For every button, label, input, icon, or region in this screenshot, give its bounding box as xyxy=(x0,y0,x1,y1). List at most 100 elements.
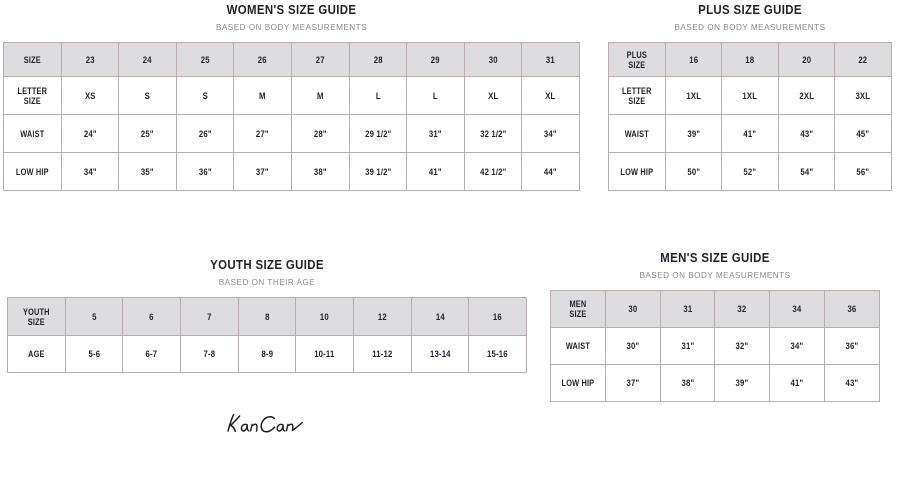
measurement-cell: 31" xyxy=(406,114,465,153)
size-header-cell: 12 xyxy=(352,297,412,336)
cell-text: 3XL xyxy=(855,90,871,101)
measurement-cell: 13-14 xyxy=(410,335,470,373)
measurement-cell: 36" xyxy=(175,152,235,191)
measurement-cell: 7-8 xyxy=(179,335,239,373)
cell-text: 38" xyxy=(681,378,694,388)
measurement-cell: 3XL xyxy=(834,76,892,115)
womens-size-guide: WOMEN'S SIZE GUIDE BASED ON BODY MEASURE… xyxy=(0,0,583,191)
measurement-cell: 1XL xyxy=(721,76,779,115)
size-header-cell: 24 xyxy=(118,42,177,77)
size-header-cell: 30 xyxy=(463,42,523,77)
measurement-cell: 34" xyxy=(521,114,580,153)
measurement-cell: 38" xyxy=(290,152,350,191)
measurement-cell: 29 1/2" xyxy=(348,114,408,153)
row-label-cell: PLUS SIZE xyxy=(608,42,666,77)
cell-text: 30 xyxy=(628,304,638,314)
measurement-cell: 41" xyxy=(769,364,826,402)
row-label-text: AGE xyxy=(28,349,45,359)
row-label-text: PLUS SIZE xyxy=(626,49,647,70)
cell-text: 50" xyxy=(686,166,700,177)
measurement-cell: 15-16 xyxy=(468,335,527,373)
table-header-row: SIZE 23 24 25 26 27 28 29 30 31 xyxy=(3,42,580,77)
cell-text: XS xyxy=(84,90,96,101)
row-label-cell: AGE xyxy=(7,335,66,373)
row-label-cell: YOUTH SIZE xyxy=(7,297,66,336)
measurement-cell: 41" xyxy=(721,114,779,153)
cell-text: 16 xyxy=(688,54,698,65)
womens-guide-subtitle: BASED ON BODY MEASUREMENTS xyxy=(215,22,368,32)
womens-guide-title: WOMEN'S SIZE GUIDE xyxy=(226,2,357,17)
row-label-text: LOW HIP xyxy=(15,166,49,177)
cell-text: 31 xyxy=(546,54,556,65)
cell-text: 28" xyxy=(313,128,327,139)
size-header-cell: 29 xyxy=(406,42,465,77)
mens-table-wrap: MEN SIZE 30 31 32 34 36 WAIST 30" 31" 32" 34" 36" LO… xyxy=(548,290,882,402)
row-label-cell: WAIST xyxy=(608,114,666,153)
measurement-cell: XL xyxy=(463,76,523,115)
cell-text: 5-6 xyxy=(88,349,100,359)
measurement-cell: 56" xyxy=(834,152,892,191)
cell-text: 23 xyxy=(85,54,95,65)
youth-guide-subtitle: BASED ON THEIR AGE xyxy=(218,277,316,287)
table-row: WAIST 39" 41" 43" 45" xyxy=(608,114,892,153)
cell-text: 39" xyxy=(686,128,700,139)
cell-text: L xyxy=(432,90,438,101)
table-row: LOW HIP 34" 35" 36" 37" 38" 39 1/2" 41" 42 1/2" 4… xyxy=(3,152,580,191)
size-header-cell: 26 xyxy=(233,42,292,77)
cell-text: 29 xyxy=(430,54,440,65)
measurement-cell: 39" xyxy=(714,364,771,402)
measurement-cell: 2XL xyxy=(777,76,836,115)
measurement-cell: 30" xyxy=(604,327,661,365)
cell-text: M xyxy=(259,90,266,101)
cell-text: 7-8 xyxy=(203,349,216,359)
measurement-cell: M xyxy=(233,76,292,115)
youth-guide-title: YOUTH SIZE GUIDE xyxy=(210,257,324,272)
cell-text: 32 xyxy=(737,304,747,314)
mens-guide-subtitle: BASED ON BODY MEASUREMENTS xyxy=(639,270,791,280)
cell-text: 16 xyxy=(493,311,503,322)
cell-text: 11-12 xyxy=(372,349,393,359)
cell-text: 10-11 xyxy=(314,349,335,359)
table-row: LOW HIP 37" 38" 39" 41" 43" xyxy=(550,364,880,402)
mens-size-guide: MEN'S SIZE GUIDE BASED ON BODY MEASUREME… xyxy=(548,248,882,402)
size-header-cell: 8 xyxy=(237,297,297,336)
cell-text: 28 xyxy=(373,54,383,65)
measurement-cell: 34" xyxy=(60,152,120,191)
size-header-cell: 16 xyxy=(468,297,527,336)
cell-text: 10 xyxy=(320,311,330,322)
cell-text: 43" xyxy=(800,128,813,139)
row-label-cell: MEN SIZE xyxy=(550,290,606,328)
table-row: LETTER SIZE 1XL 1XL 2XL 3XL xyxy=(608,76,892,115)
size-header-cell: 7 xyxy=(179,297,239,336)
measurement-cell: 43" xyxy=(777,114,836,153)
cell-text: 45" xyxy=(856,128,870,139)
measurement-cell: XL xyxy=(521,76,580,115)
measurement-cell: 42 1/2" xyxy=(463,152,523,191)
measurement-cell: 38" xyxy=(659,364,716,402)
cell-text: S xyxy=(144,90,151,101)
size-header-cell: 25 xyxy=(175,42,235,77)
cell-text: M xyxy=(316,90,324,101)
table-row: LETTER SIZE XS S S M M L L XL XL xyxy=(3,76,580,115)
cell-text: 29 1/2" xyxy=(364,128,392,139)
size-header-cell: 30 xyxy=(604,290,661,328)
cell-text: 6 xyxy=(149,311,154,322)
cell-text: 37" xyxy=(256,166,270,177)
size-header-cell: 16 xyxy=(664,42,723,77)
measurement-cell: S xyxy=(175,76,235,115)
cell-text: 41" xyxy=(429,166,442,177)
size-header-cell: 28 xyxy=(348,42,408,77)
measurement-cell: 11-12 xyxy=(352,335,412,373)
cell-text: 31" xyxy=(429,128,442,139)
cell-text: 31 xyxy=(683,304,693,314)
cell-text: 37" xyxy=(626,378,640,388)
row-label-text: LOW HIP xyxy=(620,166,654,177)
measurement-cell: 54" xyxy=(777,152,836,191)
cell-text: 54" xyxy=(800,166,813,177)
measurement-cell: 25" xyxy=(118,114,177,153)
table-row: WAIST 24" 25" 26" 27" 28" 29 1/2" 31" 32 1/2" 34" xyxy=(3,114,580,153)
cell-text: 26" xyxy=(198,128,212,139)
measurement-cell: 36" xyxy=(824,327,880,365)
cell-text: 25" xyxy=(141,128,154,139)
measurement-cell: 35" xyxy=(118,152,177,191)
